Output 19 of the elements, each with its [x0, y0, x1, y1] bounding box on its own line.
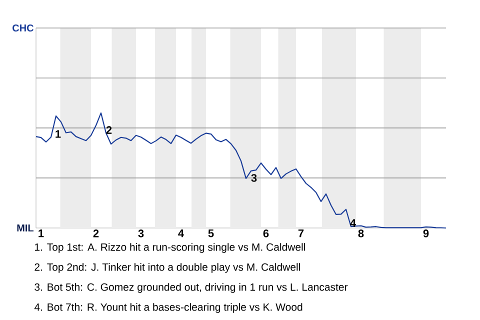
- text: 2. Top 2nd: J. Tinker hit into a double play vs M. Caldwell: [34, 263, 300, 273]
- text: 4. Bot 7th: R. Yount hit a bases-clearing triple vs K. Wood: [34, 303, 302, 313]
- annotation: 3: [251, 174, 257, 182]
- text: 1. Top 1st: A. Rizzo hit a run-scoring single vs M. Caldwell: [35, 243, 306, 253]
- x-tick-label: 4: [178, 230, 184, 238]
- x-tick-label: 3: [138, 230, 144, 238]
- text: 3. Bot 5th: C. Gomez grounded out, driving in 1 run vs L. Lancaster: [34, 283, 348, 293]
- text: MIL: [17, 224, 34, 232]
- x-tick-label: 5: [208, 230, 214, 238]
- annotation: 4: [350, 219, 356, 227]
- x-tick-label: 8: [358, 230, 364, 238]
- annotation: 1: [56, 130, 61, 138]
- x-tick-label: 6: [263, 230, 269, 238]
- x-tick-label: 1: [38, 230, 44, 238]
- annotation: 2: [106, 126, 112, 134]
- x-tick-label: 2: [93, 230, 99, 238]
- x-tick-label: 9: [423, 230, 429, 238]
- x-tick-label: 7: [298, 230, 304, 238]
- text: CHC: [12, 24, 34, 32]
